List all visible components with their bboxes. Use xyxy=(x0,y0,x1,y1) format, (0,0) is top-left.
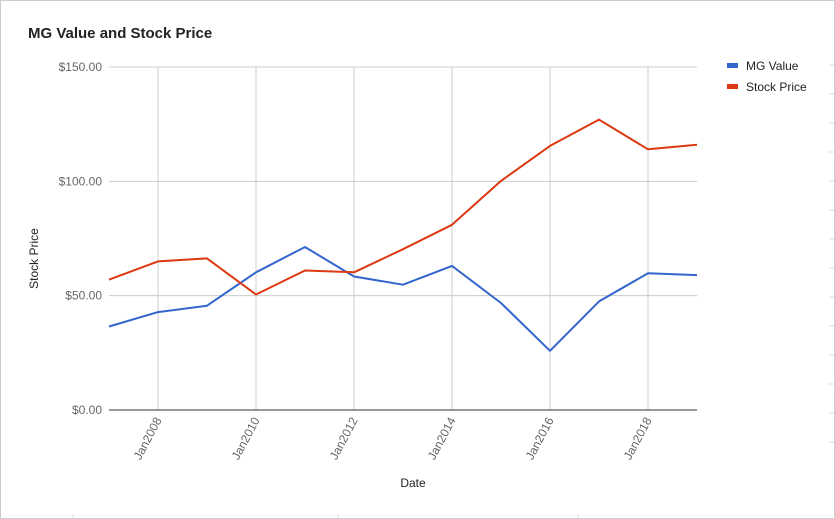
x-tick-label: Jan2014 xyxy=(425,415,459,463)
y-axis-title: Stock Price xyxy=(27,228,41,289)
y-tick-label: $0.00 xyxy=(72,403,102,417)
x-tick-label: Jan2008 xyxy=(131,415,165,463)
legend-swatch xyxy=(727,63,738,68)
legend-label: MG Value xyxy=(746,59,799,73)
x-tick-label: Jan2018 xyxy=(621,415,655,463)
y-tick-label: $100.00 xyxy=(59,174,103,188)
x-axis-title: Date xyxy=(400,476,426,490)
x-tick-label: Jan2016 xyxy=(523,415,557,463)
series-line-mg-value xyxy=(108,246,698,352)
x-tick-label: Jan2010 xyxy=(229,415,263,463)
x-tick-label: Jan2012 xyxy=(327,415,361,463)
chart-title: MG Value and Stock Price xyxy=(28,25,213,42)
y-tick-label: $150.00 xyxy=(59,60,103,74)
series-line-stock-price xyxy=(108,118,698,296)
legend-swatch xyxy=(727,84,738,89)
legend-label: Stock Price xyxy=(746,80,807,94)
y-tick-label: $50.00 xyxy=(65,289,102,303)
